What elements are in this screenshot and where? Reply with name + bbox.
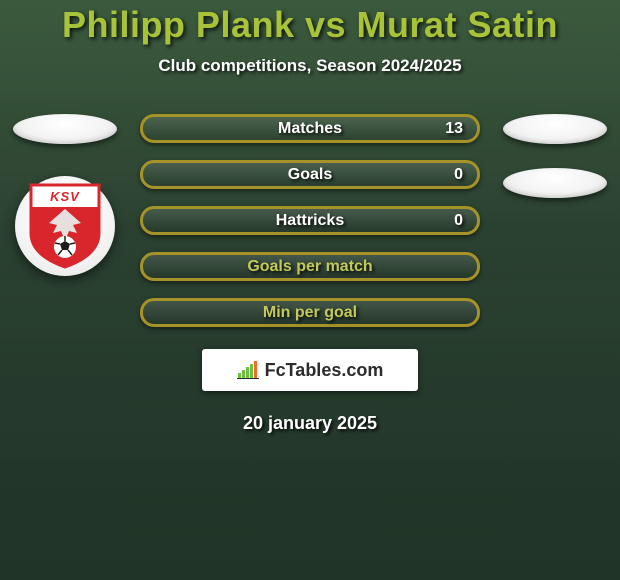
stat-bars: Matches 13 Goals 0 Hattricks 0 Goals per… (140, 114, 480, 327)
stat-value: 0 (454, 166, 463, 184)
bar-chart-icon (237, 361, 259, 379)
date-text: 20 january 2025 (243, 413, 377, 434)
watermark-text: FcTables.com (265, 360, 384, 381)
page-title: Philipp Plank vs Murat Satin (62, 4, 558, 46)
stat-bar-goals: Goals 0 (140, 160, 480, 189)
content-container: Philipp Plank vs Murat Satin Club compet… (0, 0, 620, 580)
left-player-column: KSV (10, 114, 120, 276)
page-subtitle: Club competitions, Season 2024/2025 (158, 56, 461, 76)
stat-label: Min per goal (263, 304, 357, 322)
comparison-row: KSV Matches 13 Goals 0 Hattricks 0 Goals… (0, 114, 620, 327)
stat-label: Hattricks (276, 212, 344, 230)
stat-value: 13 (445, 120, 463, 138)
stat-bar-goals-per-match: Goals per match (140, 252, 480, 281)
stat-value: 0 (454, 212, 463, 230)
right-player-column (500, 114, 610, 198)
player-oval (503, 168, 607, 198)
stat-bar-matches: Matches 13 (140, 114, 480, 143)
stat-bar-hattricks: Hattricks 0 (140, 206, 480, 235)
watermark: FcTables.com (202, 349, 418, 391)
stat-bar-min-per-goal: Min per goal (140, 298, 480, 327)
crest-inner: KSV (27, 183, 103, 269)
player-oval (13, 114, 117, 144)
player-oval (503, 114, 607, 144)
stat-label: Matches (278, 120, 342, 138)
club-crest: KSV (15, 176, 115, 276)
stat-label: Goals per match (247, 258, 372, 276)
crest-text: KSV (27, 189, 103, 204)
stat-label: Goals (288, 166, 332, 184)
